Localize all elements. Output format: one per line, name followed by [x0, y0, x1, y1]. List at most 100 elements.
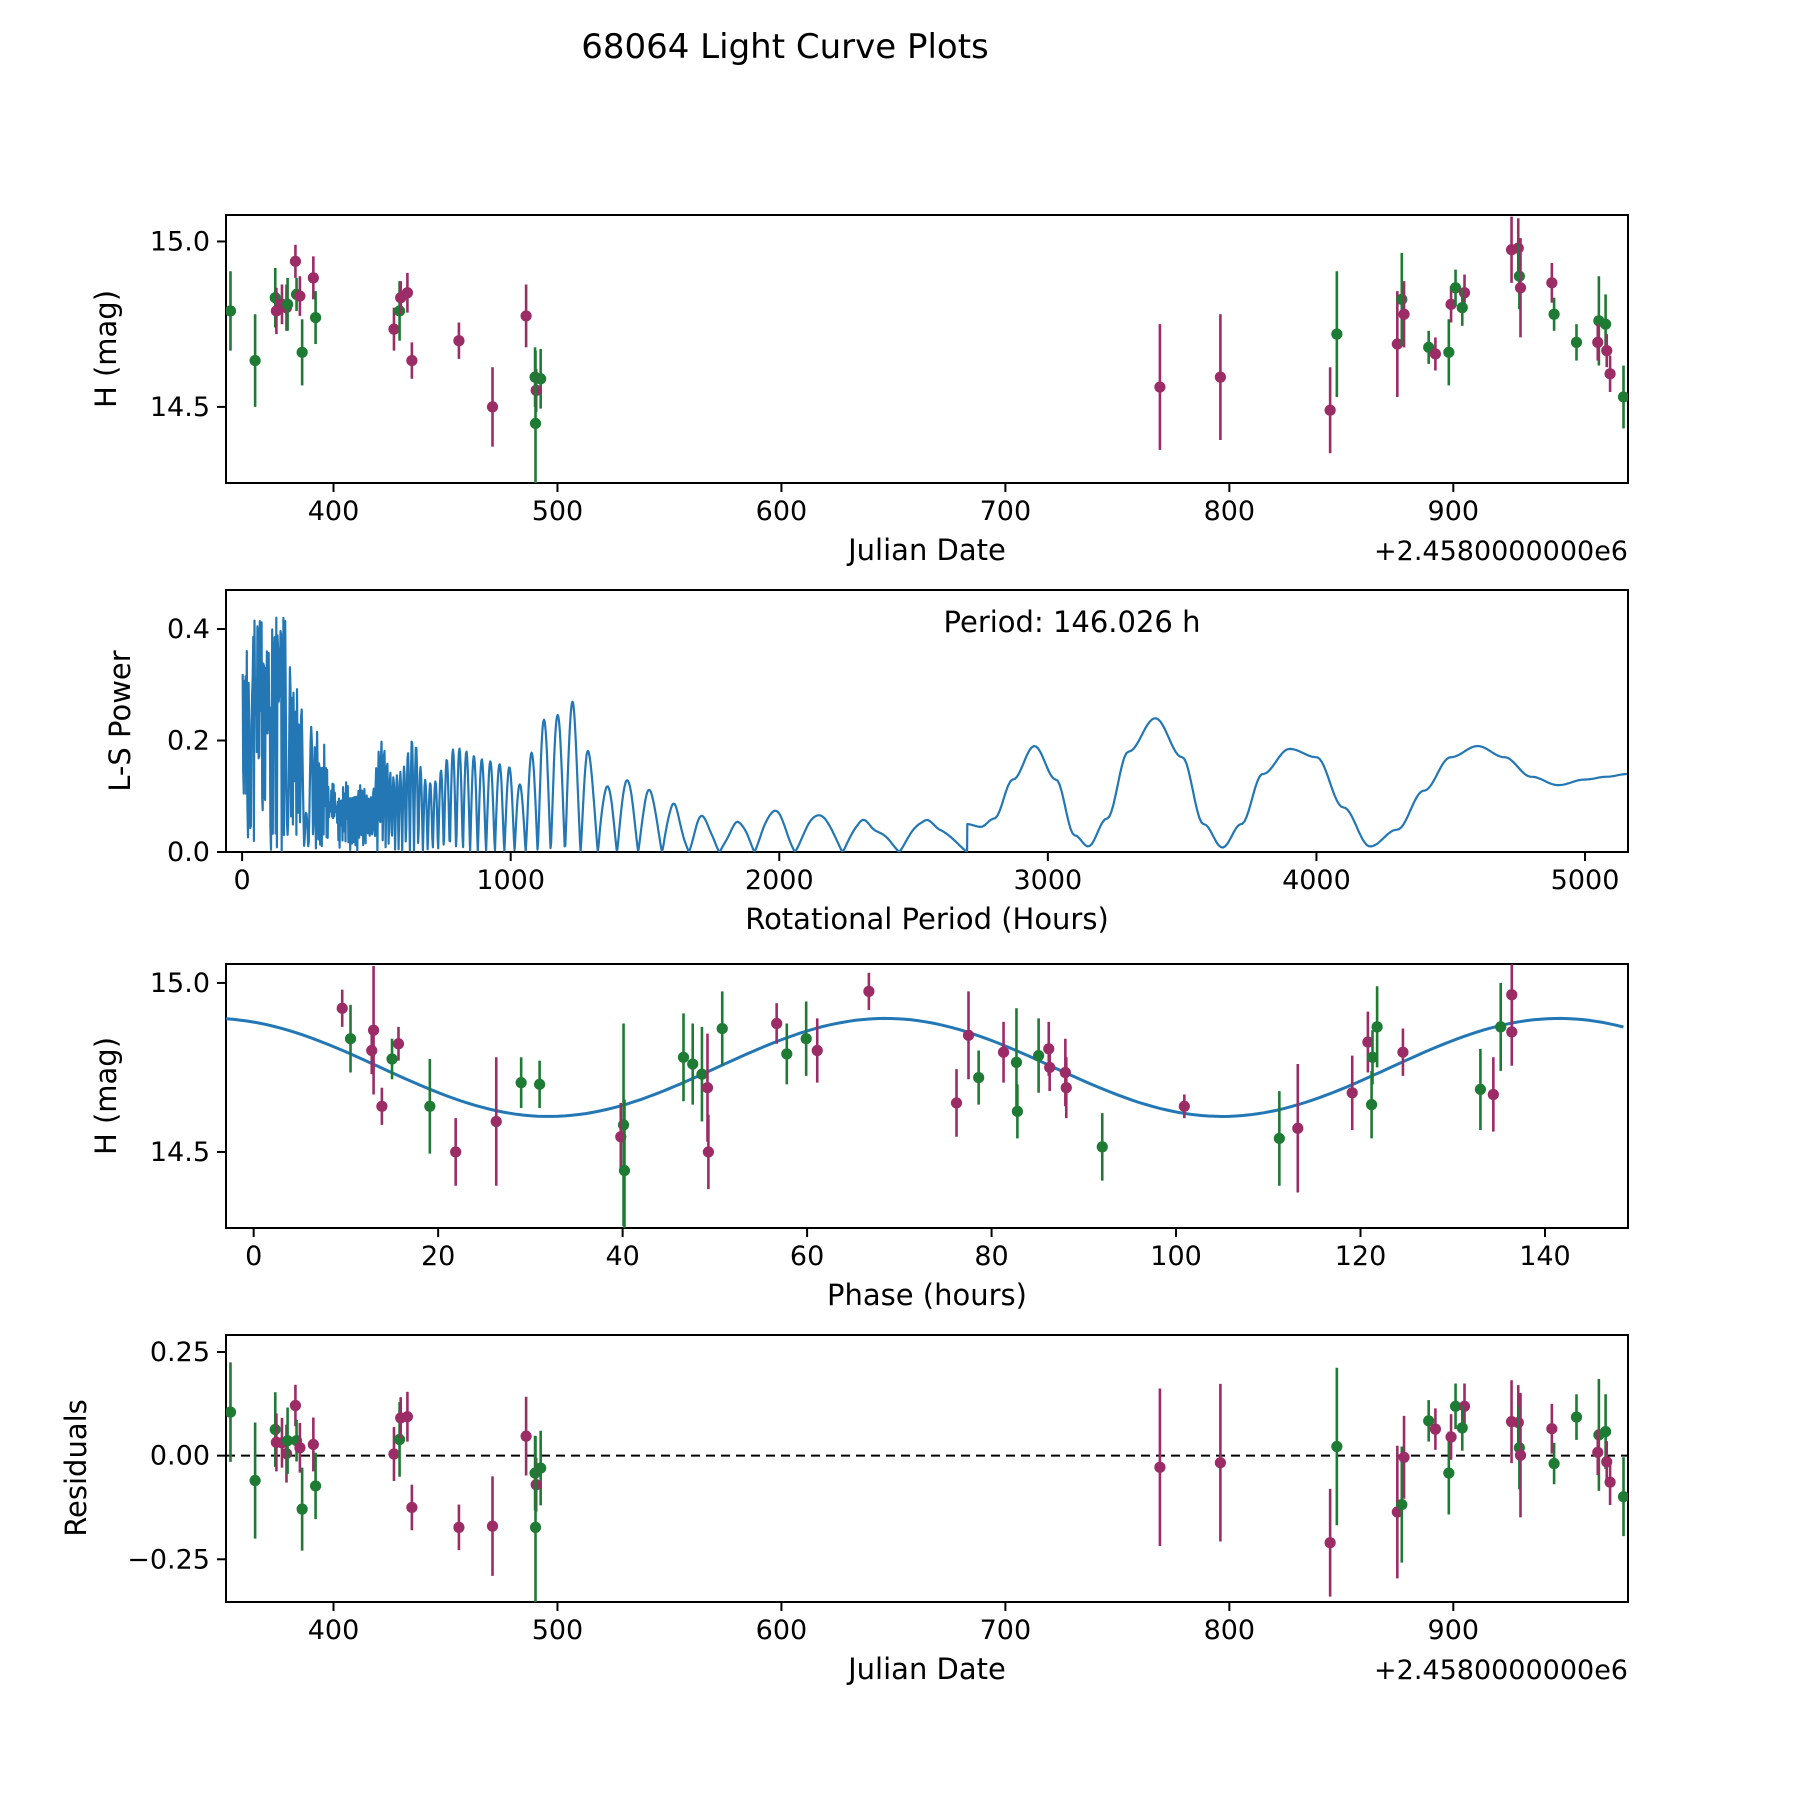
plot-periodogram: 0 1000 2000 3000 4000 5000 0.0 0.2 0.4 [167, 589, 1629, 896]
data-point [1617, 391, 1628, 403]
x-tick-label: 0 [245, 1241, 262, 1272]
x-tick-label: 20 [421, 1241, 455, 1272]
best-period-annotation: Period: 146.026 h [944, 605, 1201, 639]
data-point [771, 1017, 783, 1030]
data-point [1398, 308, 1410, 320]
data-point [1445, 298, 1457, 310]
data-point [1506, 1026, 1518, 1038]
data-point [1445, 1431, 1457, 1443]
data-point [406, 1501, 418, 1514]
data-point [294, 290, 306, 302]
data-point [424, 1100, 436, 1112]
x-tick-label: 900 [1428, 1615, 1480, 1646]
data-point [1362, 1036, 1374, 1048]
data-point [1456, 1422, 1468, 1434]
x-tick-label: 3000 [1014, 865, 1083, 896]
x-tick-label: 40 [605, 1241, 639, 1272]
data-point [344, 1033, 357, 1045]
data-point [962, 1029, 975, 1041]
data-points-layer [226, 216, 1628, 483]
x-tick-label: 2000 [745, 865, 814, 896]
data-point [1600, 1426, 1612, 1438]
data-point [289, 255, 302, 267]
data-point [249, 354, 261, 367]
data-point [781, 1048, 793, 1060]
data-point [367, 1024, 380, 1036]
data-point [1324, 1537, 1336, 1549]
data-point [997, 1046, 1010, 1058]
x-tick-label: 100 [1150, 1241, 1202, 1272]
data-point [1010, 1056, 1023, 1068]
x-tick-label: 5000 [1551, 865, 1620, 896]
data-point [1011, 1105, 1023, 1117]
plot4-xlabel: Julian Date [846, 1652, 1006, 1686]
data-point [1548, 1457, 1560, 1470]
data-point [1060, 1082, 1072, 1094]
x-tick-label: 140 [1519, 1241, 1571, 1272]
y-tick-label: −0.25 [127, 1544, 210, 1575]
data-point [1506, 989, 1518, 1001]
data-point [534, 1078, 546, 1090]
data-point [1396, 293, 1408, 305]
x-tick-label: 400 [308, 496, 360, 527]
data-point [811, 1044, 823, 1057]
axes-frame [225, 214, 1629, 484]
data-point [401, 287, 414, 299]
data-point [336, 1002, 348, 1014]
plot3-xlabel: Phase (hours) [827, 1278, 1027, 1312]
data-point [393, 1433, 406, 1446]
phase-layer [226, 964, 1624, 1228]
data-point [1273, 1132, 1285, 1145]
plot2-ylabel: L-S Power [103, 650, 137, 791]
data-point [1617, 1491, 1628, 1503]
data-point [515, 1077, 527, 1089]
data-point [296, 346, 308, 358]
data-point [535, 1462, 547, 1474]
x-tick-label: 800 [1204, 1615, 1256, 1646]
plot1-x-offset-label: +2.4580000000e6 [1374, 536, 1628, 567]
data-point [1214, 371, 1226, 383]
plot1-ylabel: H (mag) [89, 290, 123, 408]
data-point [1423, 1415, 1435, 1427]
data-point [1292, 1122, 1304, 1134]
data-point [1570, 336, 1583, 348]
axes-frame [225, 589, 1629, 853]
plot4-x-offset-label: +2.4580000000e6 [1374, 1655, 1628, 1686]
data-points-layer [226, 1362, 1628, 1602]
data-point [529, 1521, 542, 1533]
data-point [366, 1044, 378, 1057]
data-point [1458, 1400, 1471, 1412]
data-point [1331, 1440, 1343, 1453]
data-point [1365, 1099, 1378, 1111]
data-point [296, 1503, 308, 1515]
data-point [1449, 1400, 1462, 1412]
data-point [309, 1480, 322, 1492]
data-point [453, 335, 465, 347]
data-point [520, 310, 532, 322]
data-point [1044, 1061, 1056, 1074]
x-tick-label: 4000 [1282, 865, 1351, 896]
data-point [1495, 1021, 1507, 1033]
data-point [1456, 302, 1468, 314]
data-point [450, 1146, 462, 1158]
data-point [1443, 346, 1455, 358]
data-point [1546, 1423, 1558, 1435]
data-point [1429, 348, 1441, 360]
data-point [618, 1164, 631, 1177]
y-tick-label: 0.2 [167, 726, 210, 757]
x-tick-label: 0 [234, 865, 251, 896]
data-point [281, 1435, 294, 1447]
data-point [1033, 1050, 1045, 1062]
x-tick-label: 500 [532, 496, 584, 527]
data-point [1154, 1461, 1166, 1473]
data-point [1600, 318, 1612, 330]
data-point [520, 1430, 532, 1442]
periodogram-layer [241, 616, 1627, 852]
data-point [1514, 282, 1527, 294]
data-point [1487, 1088, 1499, 1101]
data-point [1604, 368, 1616, 380]
data-point [1331, 328, 1343, 340]
data-point [294, 1442, 306, 1454]
